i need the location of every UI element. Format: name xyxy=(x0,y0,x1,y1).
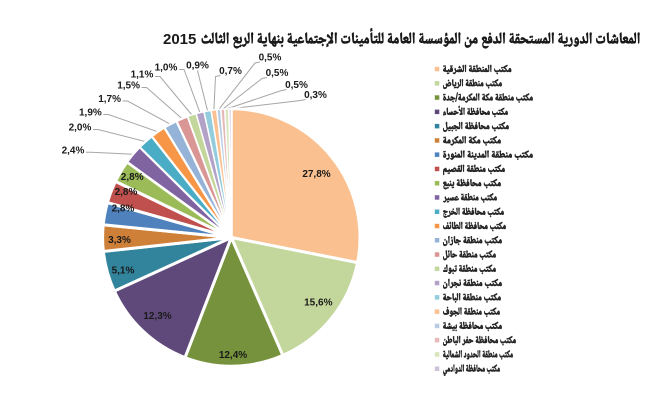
svg-text:2,8%: 2,8% xyxy=(115,187,138,198)
svg-text:12,3%: 12,3% xyxy=(143,311,171,322)
svg-text:3,3%: 3,3% xyxy=(108,235,131,246)
svg-text:0,5%: 0,5% xyxy=(285,80,308,91)
svg-text:1,7%: 1,7% xyxy=(98,94,121,105)
svg-text:5,1%: 5,1% xyxy=(112,266,135,277)
svg-text:0,5%: 0,5% xyxy=(266,68,289,79)
svg-text:2,8%: 2,8% xyxy=(121,172,144,183)
svg-text:2,0%: 2,0% xyxy=(69,123,92,134)
svg-text:1,1%: 1,1% xyxy=(131,70,154,81)
svg-text:1,5%: 1,5% xyxy=(117,81,140,92)
svg-text:2015: 2015 xyxy=(163,31,196,48)
svg-text:2,8%: 2,8% xyxy=(112,204,135,215)
svg-text:1,0%: 1,0% xyxy=(155,63,178,74)
svg-text:0,3%: 0,3% xyxy=(304,90,327,101)
svg-text:1,9%: 1,9% xyxy=(79,108,102,119)
svg-text:0,7%: 0,7% xyxy=(219,66,242,77)
svg-text:2,4%: 2,4% xyxy=(62,145,85,156)
svg-text:0,9%: 0,9% xyxy=(186,61,209,72)
svg-text:12,4%: 12,4% xyxy=(219,350,247,361)
svg-text:15,6%: 15,6% xyxy=(304,298,332,309)
svg-text:27,8%: 27,8% xyxy=(302,169,330,180)
svg-text:0,5%: 0,5% xyxy=(259,53,282,64)
